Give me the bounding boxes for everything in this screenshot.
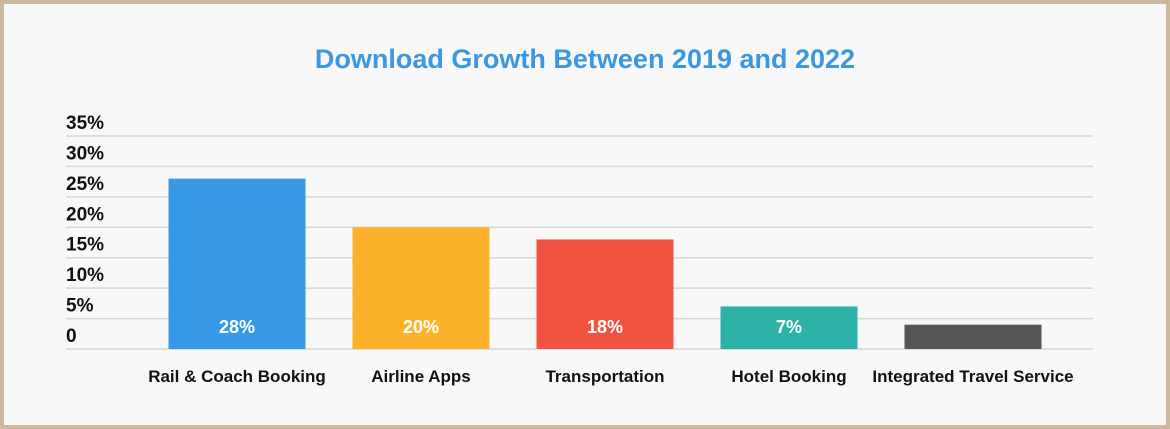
bar xyxy=(352,227,490,349)
data-label: 20% xyxy=(403,317,439,337)
x-tick-label: Airline Apps xyxy=(371,367,471,386)
y-tick-label: 0 xyxy=(66,326,77,347)
y-tick-label: 15% xyxy=(66,235,104,256)
bar xyxy=(904,324,1042,349)
x-tick-label: Transportation xyxy=(545,367,664,386)
y-tick-label: 35% xyxy=(66,113,104,134)
y-tick-label: 10% xyxy=(66,265,104,286)
y-tick-label: 5% xyxy=(66,296,94,317)
x-tick-label: Hotel Booking xyxy=(731,367,846,386)
bar xyxy=(536,239,674,349)
x-tick-label: Integrated Travel Service xyxy=(872,367,1073,386)
data-label: 28% xyxy=(219,317,255,337)
data-label: 7% xyxy=(776,317,802,337)
chart-title: Download Growth Between 2019 and 2022 xyxy=(315,44,855,74)
x-tick-label: Rail & Coach Booking xyxy=(148,367,326,386)
y-tick-label: 30% xyxy=(66,143,104,164)
y-tick-label: 20% xyxy=(66,204,104,225)
data-label: 18% xyxy=(587,317,623,337)
y-tick-label: 25% xyxy=(66,174,104,195)
bar xyxy=(720,306,858,349)
bar xyxy=(168,178,306,349)
